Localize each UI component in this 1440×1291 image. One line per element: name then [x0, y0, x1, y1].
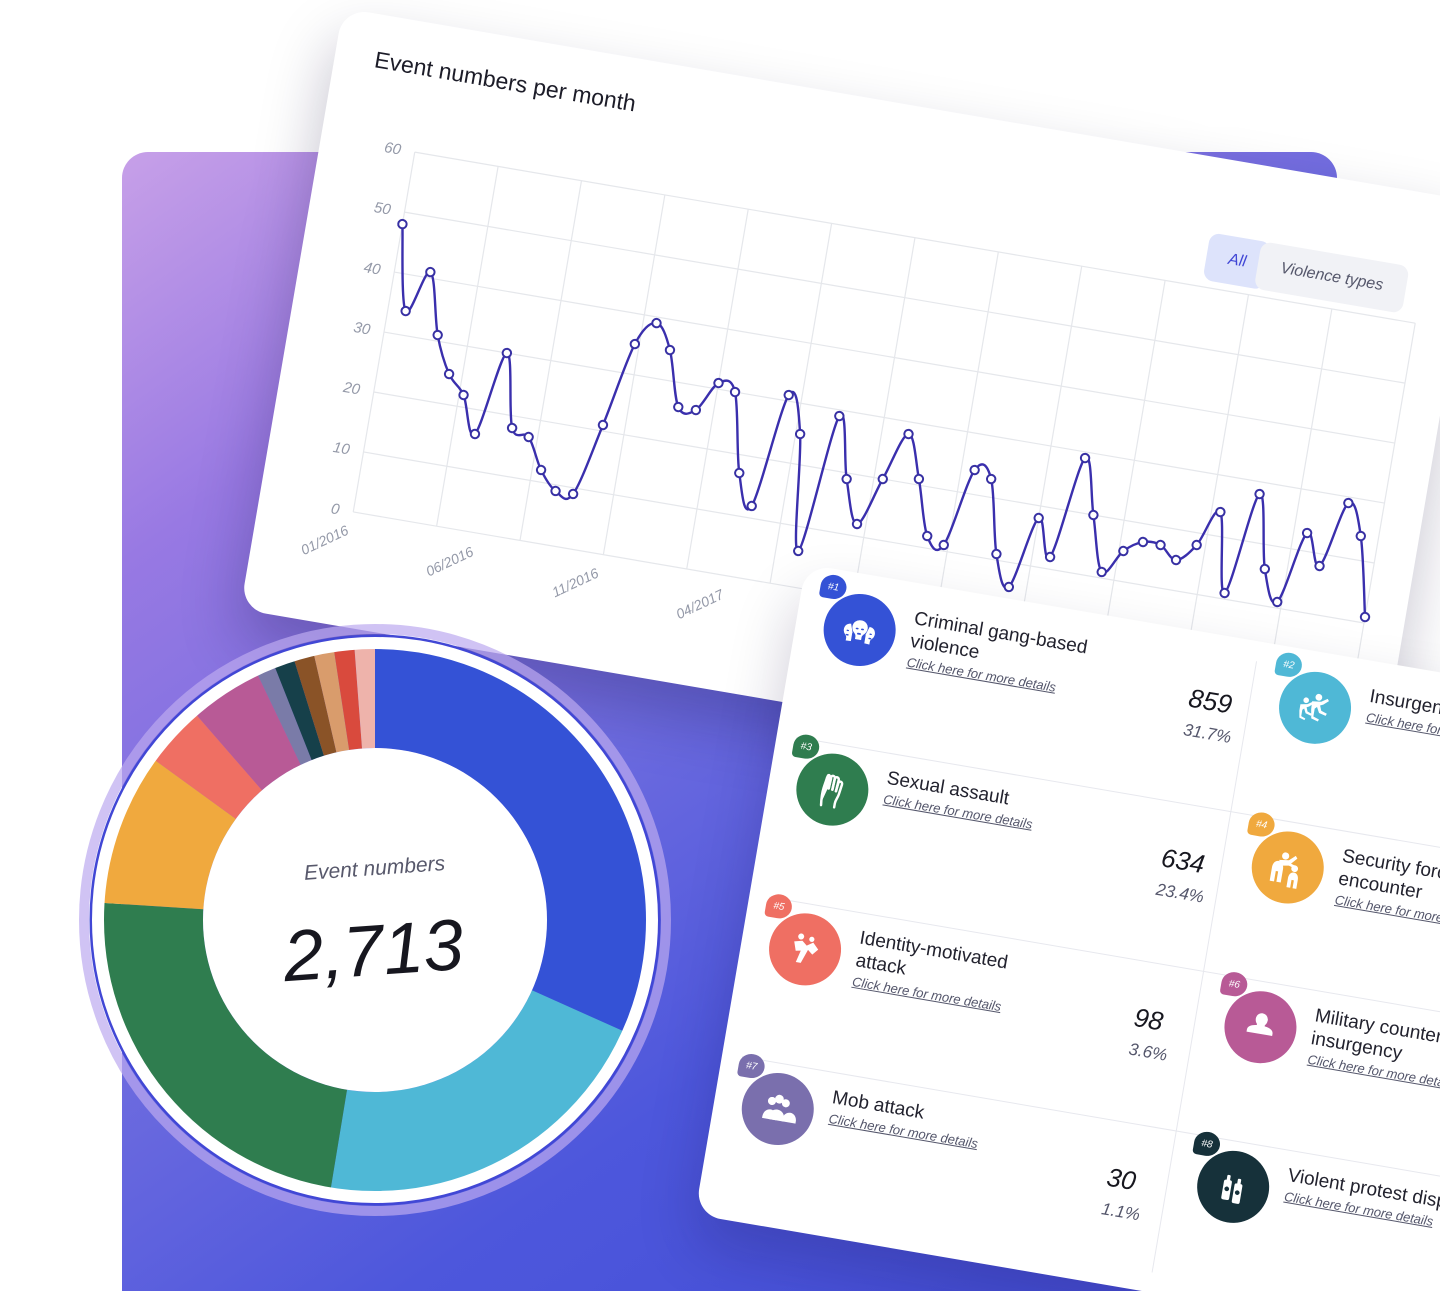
svg-text:2,713: 2,713 — [280, 905, 466, 997]
